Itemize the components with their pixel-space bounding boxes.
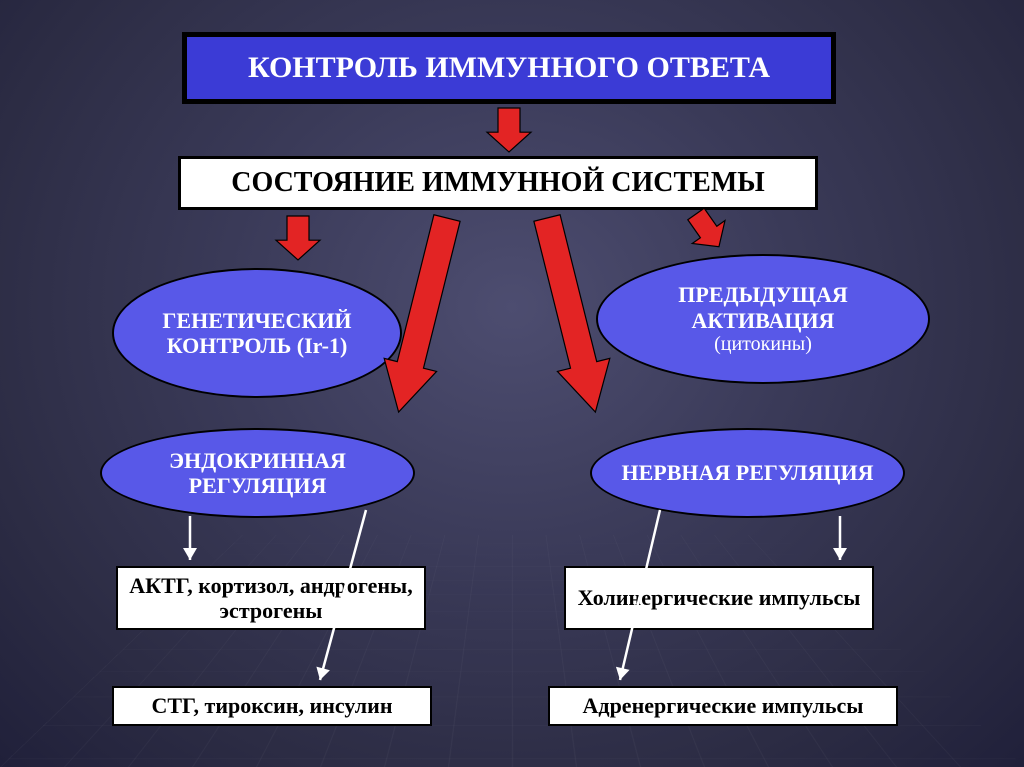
prev-label: ПРЕДЫДУЩАЯ АКТИВАЦИЯ (цитокины) (598, 278, 928, 360)
genetic-label: ГЕНЕТИЧЕСКИЙ КОНТРОЛЬ (Ir-1) (114, 304, 400, 363)
ellipse-genetic-control: ГЕНЕТИЧЕСКИЙ КОНТРОЛЬ (Ir-1) (112, 268, 402, 398)
subtitle-box: СОСТОЯНИЕ ИММУННОЙ СИСТЕМЫ (178, 156, 818, 210)
holin-label: Холинергические импульсы (570, 581, 869, 614)
arrow-down-icon (487, 108, 531, 152)
box-adrenergic: Адренергические импульсы (548, 686, 898, 726)
stg-label: СТГ, тироксин, инсулин (143, 689, 400, 722)
arrow-down-icon (680, 203, 736, 259)
box-stg: СТГ, тироксин, инсулин (112, 686, 432, 726)
ellipse-endocrine-regulation: ЭНДОКРИННАЯ РЕГУЛЯЦИЯ (100, 428, 415, 518)
prev-label-main: ПРЕДЫДУЩАЯ АКТИВАЦИЯ (606, 282, 920, 333)
title-label: КОНТРОЛЬ ИММУННОГО ОТВЕТА (240, 47, 778, 90)
arrow-thin-icon (828, 504, 852, 572)
adren-label: Адренергические импульсы (575, 689, 872, 722)
box-aktg: АКТГ, кортизол, андрогены, эстрогены (116, 566, 426, 630)
endo-label: ЭНДОКРИННАЯ РЕГУЛЯЦИЯ (102, 444, 413, 503)
title-box: КОНТРОЛЬ ИММУННОГО ОТВЕТА (182, 32, 836, 104)
ellipse-previous-activation: ПРЕДЫДУЩАЯ АКТИВАЦИЯ (цитокины) (596, 254, 930, 384)
subtitle-label: СОСТОЯНИЕ ИММУННОЙ СИСТЕМЫ (223, 163, 773, 203)
prev-label-sub: (цитокины) (606, 333, 920, 356)
nerv-label: НЕРВНАЯ РЕГУЛЯЦИЯ (613, 456, 881, 489)
diagram-canvas: КОНТРОЛЬ ИММУННОГО ОТВЕТА СОСТОЯНИЕ ИММУ… (0, 0, 1024, 767)
box-cholinergic: Холинергические импульсы (564, 566, 874, 630)
aktg-label: АКТГ, кортизол, андрогены, эстрогены (118, 569, 424, 628)
ellipse-nervous-regulation: НЕРВНАЯ РЕГУЛЯЦИЯ (590, 428, 905, 518)
arrow-down-icon (276, 216, 320, 260)
